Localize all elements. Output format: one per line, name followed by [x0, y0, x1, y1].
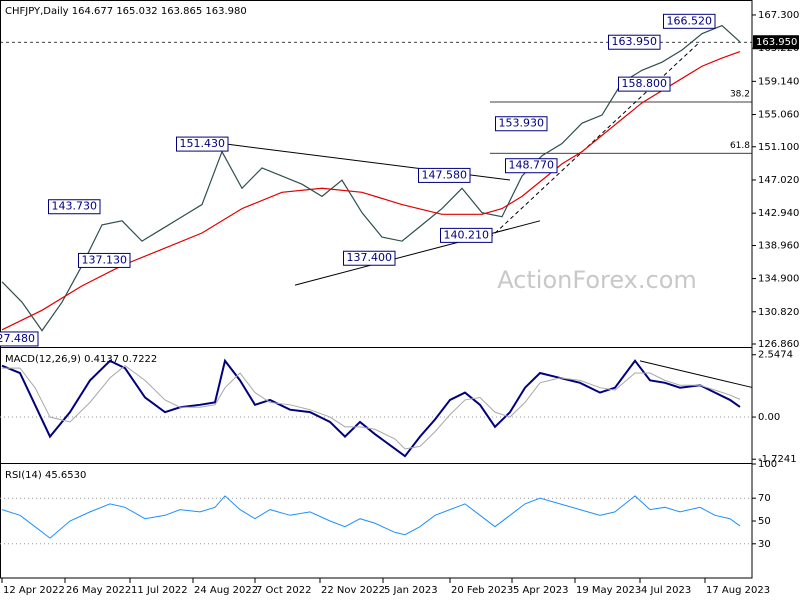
y-tick-label: 70: [758, 493, 771, 504]
fib-label: 38.2: [730, 90, 750, 100]
annotation-label: 143.730: [52, 200, 98, 213]
current-price-label: 163.950: [756, 37, 797, 48]
series-line: [1, 51, 741, 331]
y-tick-label: 134.900: [758, 274, 799, 285]
x-tick-label: 4 Jul 2023: [641, 585, 691, 596]
annotation-box: [495, 116, 548, 132]
annotation-box: [343, 250, 396, 266]
y-tick-label: 142.940: [758, 208, 799, 219]
y-tick-label: 50: [758, 516, 771, 527]
y-tick-label: 130.820: [758, 307, 799, 318]
annotation-box: [418, 167, 471, 183]
watermark: ActionForex.com: [497, 266, 697, 294]
annotation-label: 137.130: [82, 253, 128, 266]
series-line: [2, 365, 741, 450]
y-tick-label: 147.020: [758, 175, 799, 186]
annotation-box: [48, 199, 101, 215]
panel-title: CHFJPY,Daily 164.677 165.032 163.865 163…: [5, 6, 247, 17]
panel-title: RSI(14) 45.6530: [5, 470, 86, 481]
y-tick-label: 159.140: [758, 76, 799, 87]
x-tick-label: 26 May 2022: [66, 585, 131, 596]
series-line: [1, 495, 741, 539]
y-tick-label: 100: [758, 459, 777, 470]
annotation-label: 137.400: [347, 251, 393, 264]
trendline: [294, 220, 541, 286]
x-tick-label: 7 Oct 2022: [256, 585, 311, 596]
frame: [0, 0, 753, 579]
annotation-label: 151.430: [180, 137, 226, 150]
y-tick-label: -1.7241: [758, 454, 797, 465]
fib-label: 61.8: [730, 141, 750, 151]
y-tick-label: 2.5474: [758, 350, 793, 361]
annotation-box: [176, 136, 229, 152]
x-tick-label: 20 Feb 2023: [451, 585, 513, 596]
annotation-box: [0, 331, 39, 347]
y-tick-label: 155.060: [758, 110, 799, 121]
y-tick-label: 126.860: [758, 339, 799, 350]
annotation-label: 166.520: [667, 14, 713, 27]
x-tick-label: 5 Jan 2023: [384, 585, 438, 596]
series-line: [1, 358, 741, 458]
annotation-box: [608, 34, 661, 50]
annotation-label: 27.480: [0, 332, 35, 345]
y-tick-label: 138.960: [758, 241, 799, 252]
y-tick-label: 30: [758, 539, 771, 550]
annotation-label: 163.950: [612, 35, 658, 48]
annotation-box: [663, 13, 716, 29]
panel-title: MACD(12,26,9) 0.4137 0.7222: [5, 354, 157, 365]
x-tick-label: 19 May 2023: [576, 585, 641, 596]
annotation-box: [505, 158, 558, 174]
x-tick-label: 17 Aug 2023: [706, 585, 770, 596]
trendline: [639, 360, 753, 388]
x-tick-label: 22 Nov 2022: [321, 585, 385, 596]
annotation-label: 140.210: [444, 228, 490, 241]
y-tick-label: 0.00: [758, 412, 780, 423]
annotation-label: 147.580: [422, 168, 468, 181]
annotation-box: [618, 76, 671, 92]
annotation-label: 148.770: [509, 159, 555, 172]
x-tick-label: 24 Aug 2022: [194, 585, 258, 596]
x-tick-label: 5 Apr 2023: [513, 585, 568, 596]
y-tick-label: 167.300: [758, 10, 799, 21]
x-tick-label: 12 Apr 2022: [3, 585, 65, 596]
current-price-box: [753, 35, 799, 50]
trendline: [489, 41, 701, 239]
y-tick-label: 151.100: [758, 142, 799, 153]
annotation-label: 158.800: [622, 77, 668, 90]
x-tick-label: 11 Jul 2022: [131, 585, 188, 596]
annotation-label: 153.930: [499, 117, 545, 130]
annotation-box: [440, 227, 493, 243]
annotation-box: [78, 252, 131, 268]
